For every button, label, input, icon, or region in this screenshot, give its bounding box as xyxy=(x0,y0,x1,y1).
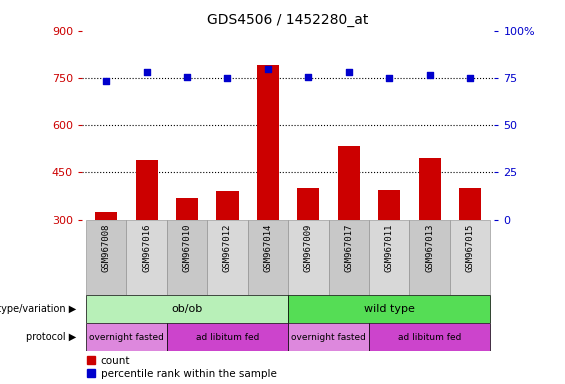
Bar xyxy=(136,160,158,220)
Text: GSM967009: GSM967009 xyxy=(304,223,313,272)
Bar xyxy=(167,220,207,295)
Point xyxy=(385,75,394,81)
Point xyxy=(344,69,353,75)
Bar xyxy=(207,220,247,295)
Point xyxy=(263,65,272,71)
Bar xyxy=(86,220,127,295)
Point xyxy=(304,74,313,80)
Text: ad libitum fed: ad libitum fed xyxy=(398,333,462,342)
Bar xyxy=(369,323,490,351)
Bar xyxy=(257,65,279,220)
Point xyxy=(182,74,192,80)
Point xyxy=(102,78,111,84)
Bar xyxy=(378,190,401,220)
Text: GSM967011: GSM967011 xyxy=(385,223,394,272)
Point xyxy=(466,75,475,81)
Title: GDS4506 / 1452280_at: GDS4506 / 1452280_at xyxy=(207,13,369,27)
Point xyxy=(425,72,434,78)
Bar xyxy=(419,158,441,220)
Bar xyxy=(369,220,410,295)
Text: GSM967010: GSM967010 xyxy=(182,223,192,272)
Text: ob/ob: ob/ob xyxy=(171,304,203,314)
Bar xyxy=(86,295,288,323)
Bar xyxy=(247,220,288,295)
Text: wild type: wild type xyxy=(364,304,415,314)
Text: overnight fasted: overnight fasted xyxy=(291,333,366,342)
Bar xyxy=(410,220,450,295)
Text: protocol ▶: protocol ▶ xyxy=(26,332,76,342)
Text: GSM967013: GSM967013 xyxy=(425,223,434,272)
Bar xyxy=(450,220,490,295)
Bar xyxy=(95,212,118,220)
Bar xyxy=(216,191,238,220)
Bar xyxy=(288,323,369,351)
Legend: count, percentile rank within the sample: count, percentile rank within the sample xyxy=(87,356,276,379)
Text: GSM967012: GSM967012 xyxy=(223,223,232,272)
Text: GSM967017: GSM967017 xyxy=(344,223,353,272)
Text: GSM967015: GSM967015 xyxy=(466,223,475,272)
Bar xyxy=(459,188,481,220)
Point xyxy=(142,69,151,75)
Bar xyxy=(176,198,198,220)
Point xyxy=(223,75,232,81)
Bar xyxy=(288,295,490,323)
Bar xyxy=(297,188,319,220)
Bar xyxy=(329,220,369,295)
Bar xyxy=(288,220,329,295)
Text: GSM967008: GSM967008 xyxy=(102,223,111,272)
Text: GSM967016: GSM967016 xyxy=(142,223,151,272)
Bar xyxy=(167,323,288,351)
Bar xyxy=(86,323,167,351)
Text: overnight fasted: overnight fasted xyxy=(89,333,164,342)
Text: GSM967014: GSM967014 xyxy=(263,223,272,272)
Bar xyxy=(127,220,167,295)
Bar xyxy=(338,146,360,220)
Text: genotype/variation ▶: genotype/variation ▶ xyxy=(0,304,76,314)
Text: ad libitum fed: ad libitum fed xyxy=(196,333,259,342)
